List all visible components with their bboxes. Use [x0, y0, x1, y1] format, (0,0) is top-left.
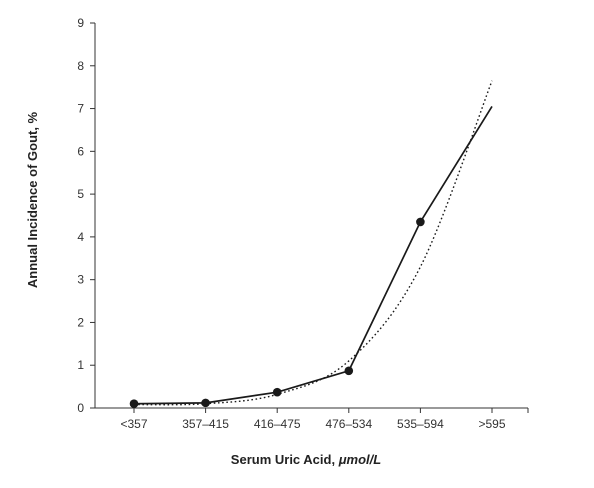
x-tick-label: 357–415	[182, 417, 229, 431]
x-axis-title: Serum Uric Acid, μmol/L	[231, 452, 381, 467]
data-point	[201, 398, 210, 408]
x-tick-label: 535–594	[397, 417, 444, 431]
x-tick-label: >595	[478, 417, 505, 431]
data-point	[129, 399, 139, 409]
x-tick-label: 476–534	[325, 417, 372, 431]
data-point	[344, 366, 354, 376]
y-tick-label: 7	[77, 102, 84, 116]
x-tick-label: 416–475	[254, 417, 301, 431]
y-tick-label: 0	[77, 401, 84, 415]
trend-line-dotted	[133, 80, 493, 406]
x-tick-label: <357	[120, 417, 147, 431]
y-tick-label: 9	[77, 16, 84, 30]
y-ticks: 0 1 2 3 4 5 6 7 8 9	[77, 16, 95, 415]
y-tick-label: 8	[77, 59, 84, 73]
y-axis-title: Annual Incidence of Gout, %	[25, 111, 40, 288]
y-tick-label: 4	[77, 230, 84, 244]
y-tick-label: 1	[77, 358, 84, 372]
incidence-line	[133, 105, 493, 405]
y-tick-label: 2	[77, 315, 84, 329]
axes	[94, 23, 528, 409]
plot-area	[129, 80, 493, 409]
y-tick-label: 6	[77, 144, 84, 158]
data-point	[416, 217, 425, 227]
x-ticks: <357 357–415 416–475 476–534 535–594 >595	[120, 408, 529, 431]
data-point	[272, 387, 282, 397]
x-axis-title-text: Serum Uric Acid,	[231, 452, 339, 467]
x-axis-title-unit: μmol/L	[338, 452, 382, 467]
y-tick-label: 3	[77, 273, 84, 287]
y-tick-label: 5	[77, 187, 84, 201]
